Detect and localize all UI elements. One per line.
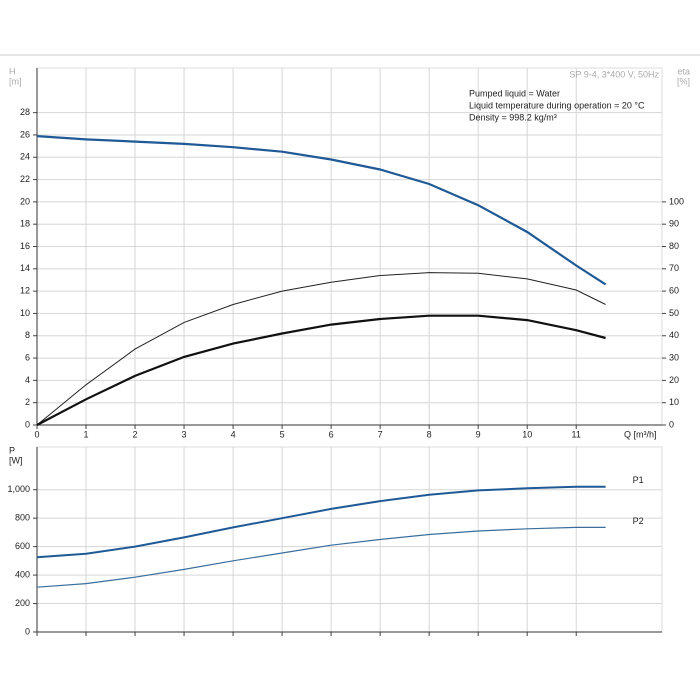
x-tick-label: 0 (34, 429, 39, 439)
x-tick-label: 4 (231, 429, 236, 439)
x-tick-label: 7 (378, 429, 383, 439)
y-tick-label: 0 (25, 419, 30, 429)
y-tick-label: 2 (25, 397, 30, 407)
y-tick-label: 800 (15, 513, 30, 523)
y2-tick-label: 0 (669, 419, 674, 429)
y-axis-label: [W] (9, 455, 23, 465)
x-tick-label: 10 (522, 429, 532, 439)
y-tick-label: 18 (20, 219, 30, 229)
y2-tick-label: 100 (669, 196, 684, 206)
y2-tick-label: 20 (669, 375, 679, 385)
series-line (36, 314, 606, 426)
series-line (36, 135, 607, 286)
y-tick-label: 24 (20, 152, 30, 162)
y-axis-label: [m] (9, 76, 22, 86)
y-tick-label: 14 (20, 263, 30, 273)
y2-tick-label: 80 (669, 241, 679, 251)
x-axis-label: Q [m³/h] (624, 429, 657, 439)
y-tick-label: 22 (20, 174, 30, 184)
y-tick-label: 26 (20, 129, 30, 139)
y-axis-label: H (9, 66, 16, 76)
series-label: P1 (633, 475, 644, 485)
y-tick-label: 4 (25, 375, 30, 385)
series-line (36, 485, 606, 559)
y-tick-label: 12 (20, 286, 30, 296)
y2-tick-label: 30 (669, 352, 679, 362)
y-tick-label: 1,000 (7, 484, 30, 494)
y-tick-label: 200 (15, 598, 30, 608)
y2-tick-label: 70 (669, 263, 679, 273)
x-tick-label: 2 (133, 429, 138, 439)
series-label: P2 (633, 516, 644, 526)
y2-axis-label: eta (677, 66, 690, 76)
x-tick-label: 8 (427, 429, 432, 439)
x-tick-label: 3 (182, 429, 187, 439)
x-tick-label: 5 (280, 429, 285, 439)
y-axis-label: P (9, 445, 15, 455)
y-tick-label: 10 (20, 308, 30, 318)
y2-tick-label: 10 (669, 397, 679, 407)
y-tick-label: 8 (25, 330, 30, 340)
annotation: Pumped liquid = Water (469, 88, 560, 98)
x-tick-label: 11 (572, 429, 581, 439)
y2-tick-label: 40 (669, 330, 679, 340)
y-tick-label: 28 (20, 107, 30, 117)
y2-tick-label: 60 (669, 286, 679, 296)
y-tick-label: 400 (15, 569, 30, 579)
annotation: Density = 998.2 kg/m³ (469, 112, 557, 122)
y-tick-label: 20 (20, 196, 30, 206)
y2-tick-label: 50 (669, 308, 679, 318)
subtitle: SP 9-4, 3*400 V, 50Hz (569, 69, 659, 79)
x-tick-label: 1 (84, 429, 89, 439)
y-tick-label: 0 (25, 626, 30, 636)
y-tick-label: 6 (25, 352, 30, 362)
y2-axis-label: [%] (677, 76, 690, 86)
series-line (36, 272, 606, 426)
x-tick-label: 9 (476, 429, 481, 439)
annotation: Liquid temperature during operation = 20… (469, 100, 645, 110)
y2-tick-label: 90 (669, 219, 679, 229)
series-line (36, 526, 606, 588)
y-tick-label: 16 (20, 241, 30, 251)
plot-frame (36, 446, 663, 633)
x-tick-label: 6 (329, 429, 334, 439)
y-tick-label: 600 (15, 541, 30, 551)
